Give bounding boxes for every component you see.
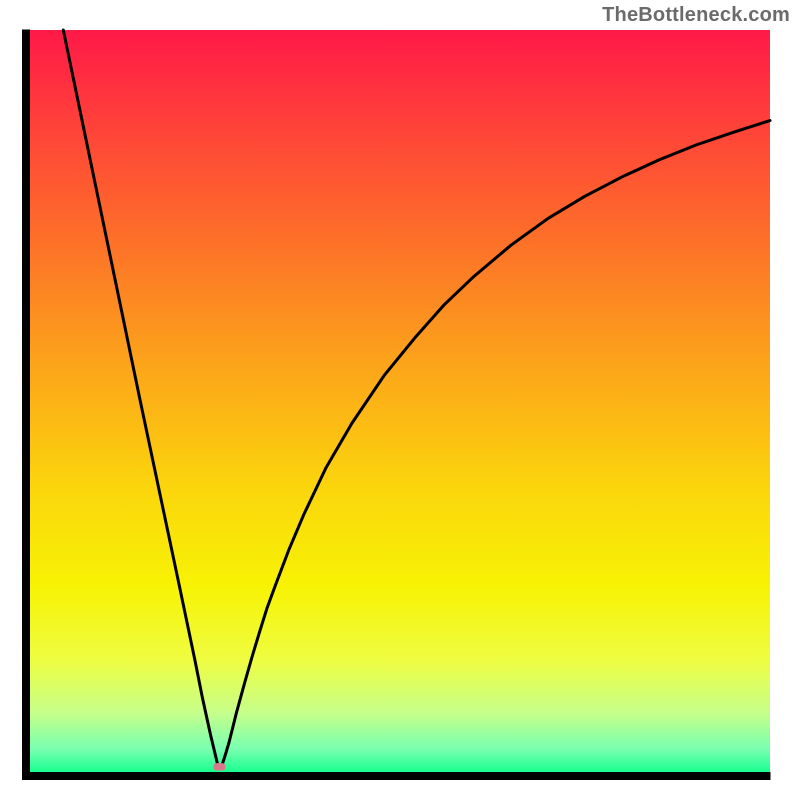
chart-container: { "watermark": { "text": "TheBottleneck.…: [0, 0, 800, 800]
watermark-text: TheBottleneck.com: [602, 4, 790, 27]
bottleneck-chart: [0, 0, 800, 800]
minimum-marker: [214, 763, 226, 770]
